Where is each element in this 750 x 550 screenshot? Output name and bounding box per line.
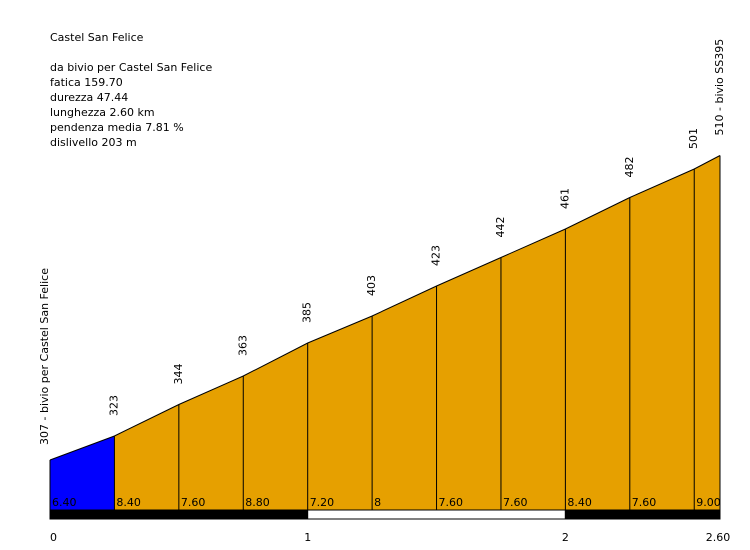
gradient-label-7: 7.60 — [503, 496, 528, 509]
profile-segment-5 — [372, 286, 437, 510]
elevation-label-3: 363 — [236, 335, 249, 356]
gradient-label-1: 8.40 — [116, 496, 141, 509]
profile-segment-6 — [436, 257, 501, 510]
gradient-label-0: 6.40 — [52, 496, 77, 509]
x-tick-label-1: 1 — [304, 531, 311, 544]
info-start: da bivio per Castel San Felice — [50, 61, 213, 74]
profile-segment-2 — [178, 376, 244, 510]
profile-segment-8 — [565, 197, 630, 510]
gradient-label-4: 7.20 — [310, 496, 335, 509]
profile-segment-10 — [694, 155, 720, 510]
elevation-label-9: 482 — [623, 157, 636, 178]
gradient-label-10: 9.00 — [696, 496, 721, 509]
profile-segment-9 — [629, 169, 695, 510]
x-tick-label-0: 0 — [50, 531, 57, 544]
gradient-label-2: 7.60 — [181, 496, 206, 509]
info-dislivello: dislivello 203 m — [50, 136, 137, 149]
profile-line — [49, 155, 721, 461]
profile-title: Castel San Felice — [50, 31, 144, 44]
info-fatica: fatica 159.70 — [50, 76, 123, 89]
profile-segment-7 — [500, 229, 566, 510]
profile-segment-1 — [114, 404, 179, 510]
profile-segment-3 — [243, 343, 308, 510]
elevation-label-2: 344 — [172, 364, 185, 385]
distance-bar-2 — [564, 509, 721, 520]
info-pendenza: pendenza media 7.81 % — [50, 121, 184, 134]
info-lunghezza: lunghezza 2.60 km — [50, 106, 155, 119]
elevation-label-5: 403 — [365, 275, 378, 296]
elevation-label-8: 461 — [558, 188, 571, 209]
x-tick-label-3: 2.60 — [706, 531, 731, 544]
elevation-label-7: 442 — [494, 217, 507, 238]
elevation-label-0: 307 - bivio per Castel San Felice — [38, 268, 51, 445]
distance-bar-1 — [307, 509, 566, 520]
distance-bar-0 — [49, 509, 309, 520]
gradient-label-5: 8 — [374, 496, 381, 509]
elevation-label-4: 385 — [301, 302, 314, 323]
elevation-label-11: 510 - bivio SS395 — [713, 39, 726, 136]
gradient-label-8: 8.40 — [567, 496, 592, 509]
gradient-label-3: 8.80 — [245, 496, 270, 509]
elevation-label-10: 501 — [687, 128, 700, 149]
gradient-label-9: 7.60 — [632, 496, 657, 509]
elevation-label-6: 423 — [430, 245, 443, 266]
x-tick-label-2: 2 — [562, 531, 569, 544]
elevation-label-1: 323 — [107, 395, 120, 416]
gradient-label-6: 7.60 — [439, 496, 464, 509]
profile-segment-4 — [307, 316, 373, 510]
info-durezza: durezza 47.44 — [50, 91, 129, 104]
